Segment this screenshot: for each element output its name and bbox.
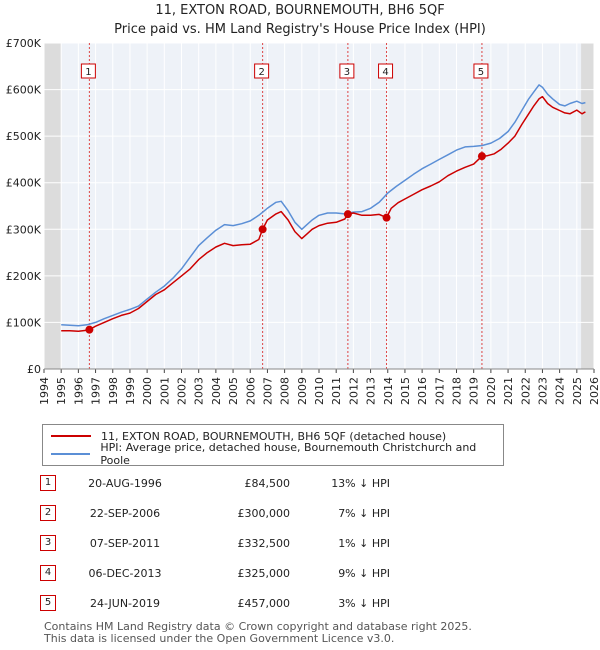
sale-label: 1: [85, 67, 91, 78]
x-tick-label: 1994: [38, 377, 51, 405]
y-tick-label: £500K: [6, 130, 42, 143]
x-tick-label: 1995: [55, 377, 68, 405]
sale-date: 07-SEP-2011: [89, 536, 161, 550]
footer-copyright: Contains HM Land Registry data © Crown c…: [44, 620, 472, 633]
x-tick-label: 1997: [90, 377, 103, 405]
x-tick-label: 2001: [158, 377, 171, 405]
sale-label: 2: [258, 67, 264, 78]
legend-swatch-red: [51, 435, 91, 437]
sale-number-badge: 1: [40, 475, 56, 491]
x-tick-label: 2004: [210, 377, 223, 405]
hpi-line: [61, 84, 586, 327]
footer-licence: This data is licensed under the Open Gov…: [44, 632, 395, 645]
x-tick-label: 2009: [296, 377, 309, 405]
sale-date: 20-AUG-1996: [88, 476, 162, 490]
x-tick-label: 2017: [433, 377, 446, 405]
sale-point: [477, 152, 486, 161]
table-row: 2 22-SEP-2006 £300,000 7% ↓ HPI: [40, 498, 390, 528]
legend-label-property: 11, EXTON ROAD, BOURNEMOUTH, BH6 5QF (de…: [101, 429, 447, 443]
x-tick-label: 1996: [72, 377, 85, 405]
sale-date: 06-DEC-2013: [88, 566, 162, 580]
shaded-region: [581, 43, 594, 369]
sale-label: 5: [478, 67, 484, 78]
y-tick-label: £700K: [6, 37, 42, 50]
sale-hpi-diff: 9% ↓ HPI: [338, 566, 390, 580]
x-tick-label: 2012: [347, 377, 360, 405]
chart-title: 11, EXTON ROAD, BOURNEMOUTH, BH6 5QF: [155, 3, 445, 18]
sales-table: 1 20-AUG-1996 £84,500 13% ↓ HPI 2 22-SEP…: [40, 468, 390, 618]
y-tick-label: £300K: [6, 223, 42, 236]
x-tick-label: 2022: [519, 377, 532, 405]
sale-point: [382, 213, 391, 222]
sale-label: 3: [344, 67, 350, 78]
sale-price: £325,000: [237, 566, 291, 580]
x-tick-label: 2019: [468, 377, 481, 405]
y-tick-label: £200K: [6, 270, 42, 283]
price-chart: 1 2 3 4 5 £0 £100K £200K £300K £400K £500K £600K £70…: [6, 37, 600, 405]
x-tick-label: 2007: [261, 377, 274, 405]
sale-point: [85, 325, 94, 334]
sale-label-box: [378, 63, 394, 79]
x-tick-label: 2000: [141, 377, 154, 405]
x-tick-label: 2015: [399, 377, 412, 405]
x-tick-label: 2025: [571, 377, 584, 405]
sale-price: £84,500: [244, 476, 291, 490]
y-tick-label: £100K: [6, 316, 42, 329]
sale-label-box: [80, 63, 96, 79]
chart-subtitle: Price paid vs. HM Land Registry's House …: [114, 22, 486, 37]
x-tick-label: 2024: [554, 377, 567, 405]
x-tick-label: 2018: [451, 377, 464, 405]
legend-swatch-blue: [51, 453, 91, 455]
shaded-region: [44, 43, 62, 369]
x-tick-label: 1999: [124, 377, 137, 405]
x-tick-label: 2023: [536, 377, 549, 405]
sale-label-box: [473, 63, 489, 79]
sale-label: 4: [382, 67, 388, 78]
x-tick-label: 2016: [416, 377, 429, 405]
table-row: 4 06-DEC-2013 £325,000 9% ↓ HPI: [40, 558, 390, 588]
y-tick-label: £600K: [6, 84, 42, 97]
x-tick-label: 1998: [107, 377, 120, 405]
y-tick-label: £0: [27, 363, 41, 376]
y-tick-label: £400K: [6, 177, 42, 190]
sale-label-box: [254, 63, 270, 79]
x-tick-label: 2021: [502, 377, 515, 405]
sale-point: [258, 225, 267, 234]
x-tick-label: 2020: [485, 377, 498, 405]
legend-item-property: 11, EXTON ROAD, BOURNEMOUTH, BH6 5QF (de…: [51, 428, 446, 444]
sale-number-badge: 4: [40, 565, 56, 581]
x-tick-label: 2002: [176, 377, 189, 405]
sale-hpi-diff: 13% ↓ HPI: [331, 476, 390, 490]
x-tick-label: 2008: [279, 377, 292, 405]
sale-price: £332,500: [237, 536, 291, 550]
x-tick-label: 2003: [193, 377, 206, 405]
sale-point: [343, 210, 352, 219]
x-tick-label: 2005: [227, 377, 240, 405]
x-tick-label: 2014: [382, 377, 395, 405]
x-tick-label: 2026: [588, 377, 600, 405]
x-tick-label: 2010: [313, 377, 326, 405]
sale-hpi-diff: 1% ↓ HPI: [338, 536, 390, 550]
legend: 11, EXTON ROAD, BOURNEMOUTH, BH6 5QF (de…: [42, 424, 504, 467]
x-tick-label: 2006: [244, 377, 257, 405]
sale-number-badge: 3: [40, 535, 56, 551]
price-paid-line: [61, 95, 586, 333]
sale-hpi-diff: 3% ↓ HPI: [338, 596, 390, 610]
sale-price: £300,000: [237, 506, 291, 520]
legend-label-hpi: HPI: Average price, detached house, Bour…: [100, 441, 477, 467]
sale-label-box: [339, 63, 355, 79]
sale-hpi-diff: 7% ↓ HPI: [338, 506, 390, 520]
table-row: 3 07-SEP-2011 £332,500 1% ↓ HPI: [40, 528, 390, 558]
legend-item-hpi: HPI: Average price, detached house, Bour…: [51, 441, 503, 467]
table-row: 1 20-AUG-1996 £84,500 13% ↓ HPI: [40, 468, 390, 498]
x-tick-label: 2011: [330, 377, 343, 405]
x-tick-label: 2013: [365, 377, 378, 405]
sale-number-badge: 2: [40, 505, 56, 521]
sale-number-badge: 5: [40, 595, 56, 611]
table-row: 5 24-JUN-2019 £457,000 3% ↓ HPI: [40, 588, 390, 618]
sale-price: £457,000: [237, 596, 291, 610]
sale-date: 24-JUN-2019: [89, 596, 161, 610]
sale-date: 22-SEP-2006: [89, 506, 161, 520]
